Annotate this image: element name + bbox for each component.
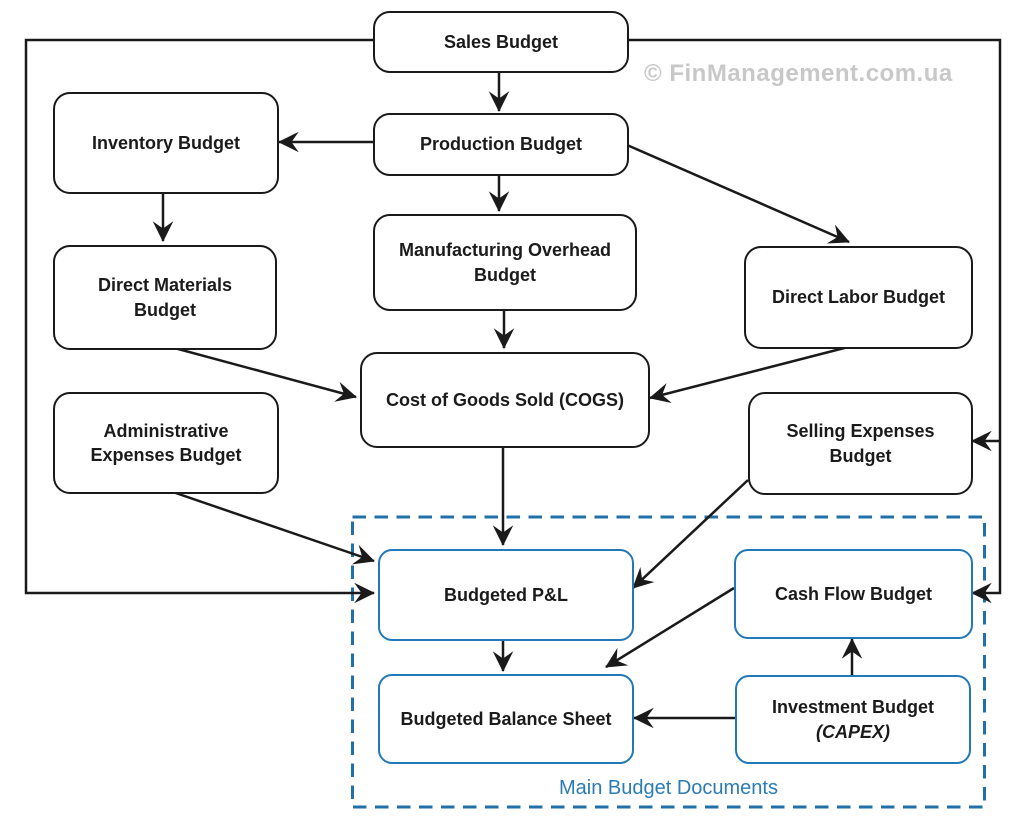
node-cost-of-goods-sold: Cost of Goods Sold (COGS) <box>360 352 650 448</box>
node-label: Administrative Expenses Budget <box>90 420 242 465</box>
watermark-text: © FinManagement.com.ua <box>644 60 953 87</box>
node-label-line1: Investment Budget <box>771 697 935 718</box>
node-manufacturing-overhead-budget: Manufacturing Overhead Budget <box>373 214 637 311</box>
node-label: Selling Expenses Budget <box>786 421 935 466</box>
edge-direct-labor-to-cogs <box>649 343 857 404</box>
node-selling-expenses-budget: Selling Expenses Budget <box>748 392 973 495</box>
node-inventory-budget: Inventory Budget <box>53 92 279 194</box>
edge-direct-materials-to-cogs <box>166 344 357 402</box>
node-label: Budgeted Balance Sheet <box>400 708 612 729</box>
node-label: Sales Budget <box>443 31 559 52</box>
node-label: Budgeted P&L <box>444 584 568 605</box>
edge-cash-flow-to-balance-sheet <box>605 586 735 669</box>
node-label: Cost of Goods Sold (COGS) <box>386 389 624 410</box>
node-sales-budget: Sales Budget <box>373 11 629 73</box>
edge-selling-expenses-to-budgeted-pnl <box>632 479 749 589</box>
node-administrative-expenses-budget: Administrative Expenses Budget <box>53 392 279 494</box>
node-label: Investment Budget (CAPEX) <box>766 693 940 746</box>
node-direct-labor-budget: Direct Labor Budget <box>744 246 973 349</box>
node-budgeted-balance-sheet: Budgeted Balance Sheet <box>378 674 634 764</box>
node-label: Inventory Budget <box>91 132 240 153</box>
edge-sales-outer-right-to-cash-flow <box>625 38 1002 604</box>
node-label: Production Budget <box>420 134 582 155</box>
main-budget-documents-group-label: Main Budget Documents <box>558 777 778 799</box>
node-label: Direct Labor Budget <box>771 287 945 308</box>
node-label: Manufacturing Overhead Budget <box>398 240 612 285</box>
node-production-budget: Production Budget <box>373 113 629 176</box>
main-budget-documents-group-border <box>351 515 986 809</box>
node-label: Direct Materials Budget <box>97 275 233 320</box>
node-cash-flow-budget: Cash Flow Budget <box>734 549 973 639</box>
node-budgeted-pnl: Budgeted P&L <box>378 549 634 641</box>
node-label: Cash Flow Budget <box>775 583 932 604</box>
edge-production-to-direct-labor <box>626 143 850 244</box>
node-direct-materials-budget: Direct Materials Budget <box>53 245 277 350</box>
edge-sales-to-budgeted-pnl-outer-left <box>24 38 375 604</box>
node-investment-budget-capex: Investment Budget (CAPEX) <box>735 675 971 764</box>
edge-admin-expenses-to-budgeted-pnl <box>166 488 375 565</box>
node-label-capex: (CAPEX) <box>815 721 890 742</box>
